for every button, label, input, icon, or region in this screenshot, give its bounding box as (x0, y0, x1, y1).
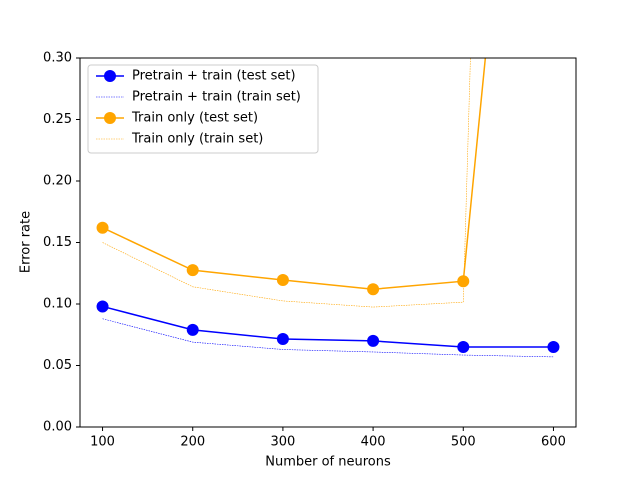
x-tick-label: 200 (180, 435, 205, 450)
y-tick-label: 0.20 (43, 174, 72, 189)
series-line (102, 58, 487, 290)
series-line (102, 58, 471, 308)
x-tick-label: 400 (361, 435, 386, 450)
y-tick-label: 0.25 (43, 112, 72, 127)
legend-box (87, 64, 319, 154)
data-point (186, 264, 199, 277)
x-tick-label: 100 (90, 435, 115, 450)
data-point (96, 300, 109, 313)
data-point (276, 274, 289, 287)
series-line (102, 318, 554, 358)
data-point (96, 221, 109, 234)
legend-marker (104, 70, 116, 82)
legend-label: Train only (train set) (131, 132, 263, 147)
y-tick-label: 0.30 (43, 51, 72, 66)
data-point (547, 341, 560, 354)
data-point (367, 283, 380, 296)
data-point (367, 334, 380, 347)
y-tick-label: 0.10 (43, 297, 72, 312)
x-tick-label: 500 (451, 435, 476, 450)
legend-label: Pretrain + train (train set) (132, 90, 301, 105)
data-point (276, 333, 289, 346)
y-tick-label: 0.15 (43, 235, 72, 250)
plot-area (96, 58, 560, 358)
x-tick-label: 600 (541, 435, 566, 450)
legend-marker (104, 112, 116, 124)
legend-label: Train only (test set) (131, 111, 258, 126)
legend-label: Pretrain + train (test set) (132, 69, 296, 84)
y-tick-label: 0.05 (43, 358, 72, 373)
x-tick-label: 300 (270, 435, 295, 450)
y-tick-label: 0.00 (43, 420, 72, 435)
y-axis-label: Error rate (19, 211, 34, 273)
data-point (457, 341, 470, 354)
series-line (102, 305, 554, 348)
x-axis-label: Number of neurons (265, 455, 391, 470)
data-point (186, 323, 199, 336)
data-point (457, 275, 470, 288)
